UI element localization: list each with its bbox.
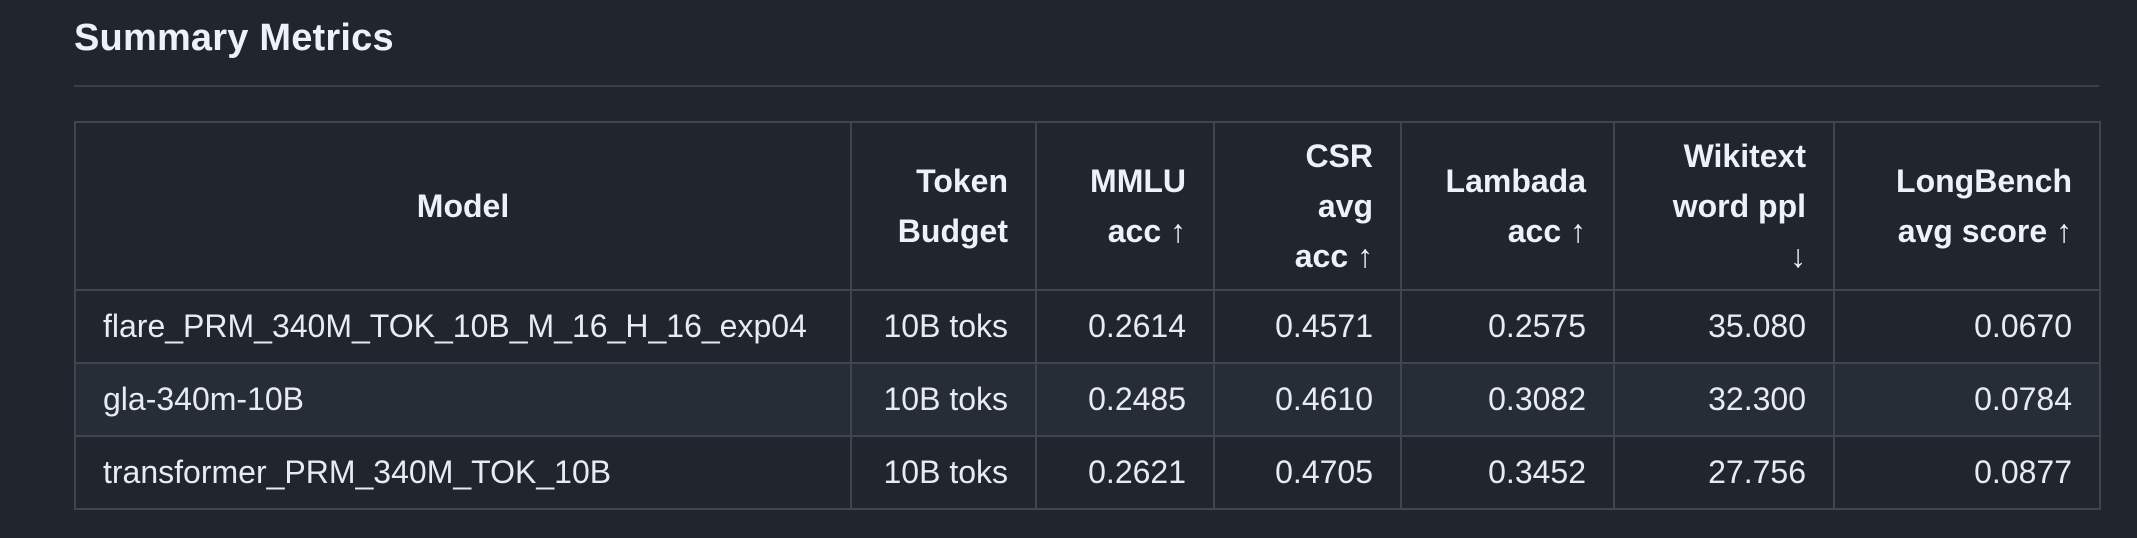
cell-mmlu-acc: 0.2485 xyxy=(1035,362,1215,437)
cell-csr-avg-acc: 0.4571 xyxy=(1213,289,1402,364)
cell-lambada-acc: 0.2575 xyxy=(1400,289,1615,364)
cell-lambada-acc: 0.3082 xyxy=(1400,362,1615,437)
cell-csr-avg-acc: 0.4705 xyxy=(1213,435,1402,510)
column-header-mmlu-acc: MMLU acc ↑ xyxy=(1035,121,1215,291)
cell-model-name: flare_PRM_340M_TOK_10B_M_16_H_16_exp04 xyxy=(74,289,852,364)
cell-csr-avg-acc: 0.4610 xyxy=(1213,362,1402,437)
cell-model-name: gla-340m-10B xyxy=(74,362,852,437)
cell-longbench-avg-score: 0.0877 xyxy=(1833,435,2101,510)
summary-metrics-table: Model Token Budget MMLU acc ↑ CSR avg ac… xyxy=(74,121,2101,510)
cell-token-budget: 10B toks xyxy=(850,362,1037,437)
cell-longbench-avg-score: 0.0784 xyxy=(1833,362,2101,437)
cell-wikitext-word-ppl: 35.080 xyxy=(1613,289,1835,364)
cell-token-budget: 10B toks xyxy=(850,435,1037,510)
table-row: transformer_PRM_340M_TOK_10B 10B toks 0.… xyxy=(74,435,2101,510)
column-header-longbench-avg-score: LongBench avg score ↑ xyxy=(1833,121,2101,291)
cell-model-name: transformer_PRM_340M_TOK_10B xyxy=(74,435,852,510)
column-header-model: Model xyxy=(74,121,852,291)
column-header-csr-avg-acc: CSR avg acc ↑ xyxy=(1213,121,1402,291)
page-title: Summary Metrics xyxy=(74,14,2099,87)
cell-mmlu-acc: 0.2614 xyxy=(1035,289,1215,364)
cell-token-budget: 10B toks xyxy=(850,289,1037,364)
header-row: Model Token Budget MMLU acc ↑ CSR avg ac… xyxy=(74,121,2101,291)
cell-longbench-avg-score: 0.0670 xyxy=(1833,289,2101,364)
cell-mmlu-acc: 0.2621 xyxy=(1035,435,1215,510)
column-header-wikitext-word-ppl: Wikitext word ppl ↓ xyxy=(1613,121,1835,291)
table-row: flare_PRM_340M_TOK_10B_M_16_H_16_exp04 1… xyxy=(74,289,2101,364)
column-header-token-budget: Token Budget xyxy=(850,121,1037,291)
cell-wikitext-word-ppl: 27.756 xyxy=(1613,435,1835,510)
table-row: gla-340m-10B 10B toks 0.2485 0.4610 0.30… xyxy=(74,362,2101,437)
cell-wikitext-word-ppl: 32.300 xyxy=(1613,362,1835,437)
cell-lambada-acc: 0.3452 xyxy=(1400,435,1615,510)
column-header-lambada-acc: Lambada acc ↑ xyxy=(1400,121,1615,291)
